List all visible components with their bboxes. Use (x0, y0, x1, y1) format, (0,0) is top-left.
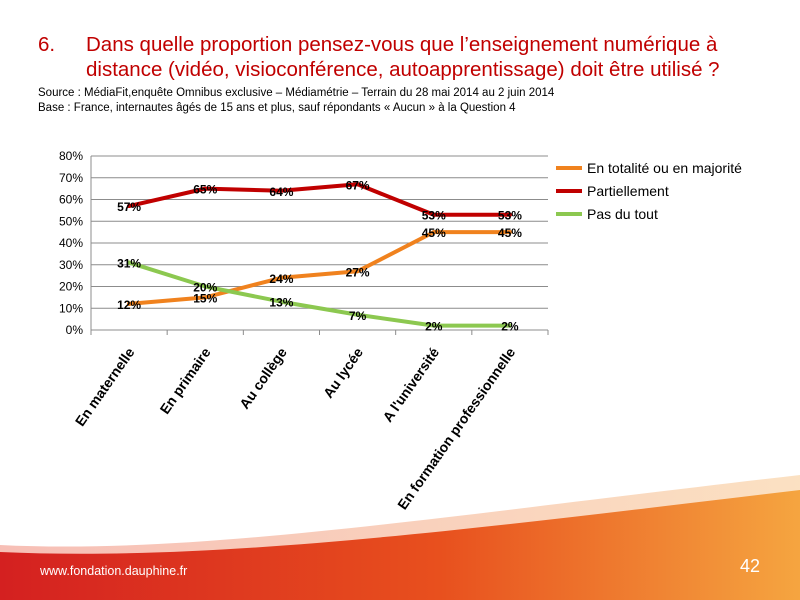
y-tick-label: 30% (59, 258, 83, 272)
data-point (279, 299, 284, 304)
page-number: 42 (740, 556, 761, 576)
data-label: 20% (193, 281, 217, 295)
data-point (203, 295, 208, 300)
data-label: 7% (349, 309, 367, 323)
data-point (507, 230, 512, 235)
y-tick-label: 40% (59, 236, 83, 250)
source-block: Source : MédiaFit,enquête Omnibus exclus… (38, 86, 778, 116)
data-point (431, 323, 436, 328)
data-label: 67% (346, 178, 370, 192)
question-text: Dans quelle proportion pensez-vous que l… (86, 33, 720, 81)
data-label: 45% (422, 226, 446, 240)
y-tick-label: 70% (59, 171, 83, 185)
footer-wave (0, 475, 800, 600)
series-line (127, 260, 512, 328)
data-label: 64% (269, 185, 293, 199)
data-point (127, 301, 132, 306)
data-label: 53% (422, 209, 446, 223)
data-point (431, 212, 436, 217)
data-label: 2% (501, 320, 519, 334)
x-category-label: Au collège (236, 344, 290, 411)
data-label: 31% (117, 257, 141, 271)
data-label: 65% (193, 183, 217, 197)
data-point (431, 230, 436, 235)
data-point (507, 323, 512, 328)
data-point (127, 260, 132, 265)
data-label: 53% (498, 209, 522, 223)
source-line: Source : MédiaFit,enquête Omnibus exclus… (38, 87, 555, 99)
question-number: 6. (38, 33, 56, 56)
legend-label: Partiellement (587, 183, 669, 199)
x-category-label: A l'université (379, 344, 442, 424)
y-tick-label: 50% (59, 214, 83, 228)
data-label: 45% (498, 226, 522, 240)
data-point (279, 188, 284, 193)
legend-label: En totalité ou en majorité (587, 160, 742, 176)
base-line: Base : France, internautes âgés de 15 an… (38, 102, 516, 114)
y-tick-label: 60% (59, 193, 83, 207)
series-line (127, 182, 512, 217)
data-label: 57% (117, 200, 141, 214)
data-label: 2% (425, 320, 443, 334)
data-label: 24% (269, 272, 293, 286)
data-label: 15% (193, 291, 217, 305)
series-line (127, 230, 512, 306)
y-tick-label: 10% (59, 301, 83, 315)
y-tick-label: 0% (66, 323, 84, 337)
x-category-label: En maternelle (72, 344, 138, 429)
y-tick-label: 20% (59, 280, 83, 294)
data-point (507, 212, 512, 217)
data-point (127, 204, 132, 209)
x-category-label: Au lycée (320, 344, 366, 401)
data-label: 13% (269, 296, 293, 310)
footer-url: www.fondation.dauphine.fr (40, 564, 188, 578)
x-category-label: En primaire (156, 344, 213, 416)
data-point (203, 186, 208, 191)
data-label: 12% (117, 298, 141, 312)
legend-label: Pas du tout (587, 206, 658, 222)
data-point (355, 312, 360, 317)
y-tick-label: 80% (59, 149, 83, 163)
data-point (203, 284, 208, 289)
data-point (279, 275, 284, 280)
data-point (355, 269, 360, 274)
data-point (355, 182, 360, 187)
data-label: 27% (346, 265, 370, 279)
